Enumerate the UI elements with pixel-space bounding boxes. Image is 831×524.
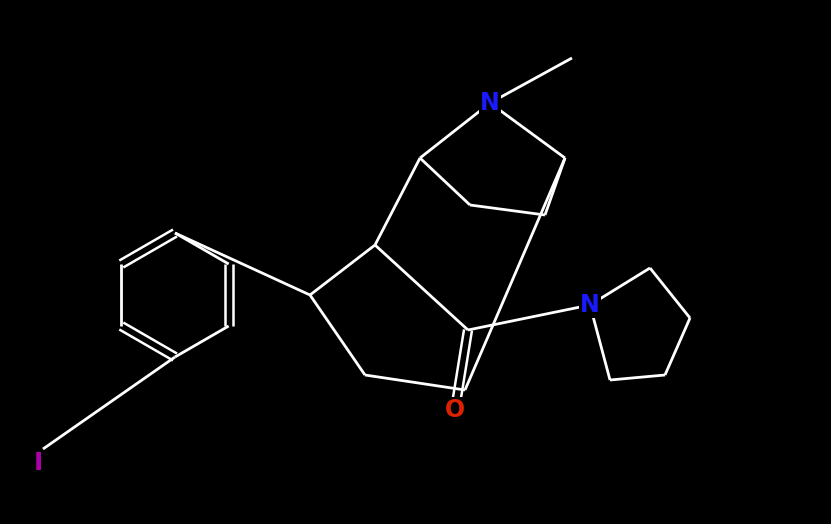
- Text: I: I: [33, 451, 42, 475]
- Text: N: N: [580, 293, 600, 317]
- Text: N: N: [480, 91, 500, 115]
- Text: O: O: [445, 398, 465, 422]
